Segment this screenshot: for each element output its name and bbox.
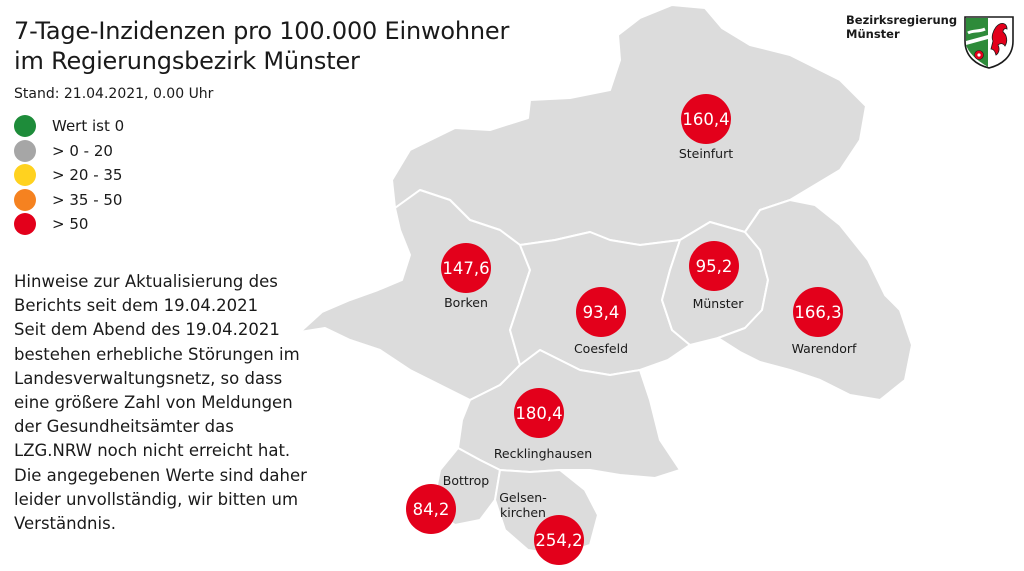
notice-line: LZG.NRW noch nicht erreicht hat. xyxy=(14,441,291,461)
notice-line: Verständnis. xyxy=(14,514,116,534)
district-label: Borken xyxy=(444,295,488,310)
marker-bottrop[interactable]: 84,2 Bottrop xyxy=(406,473,489,534)
legend-dot-green xyxy=(14,115,36,138)
district-value: 160,4 xyxy=(682,110,729,129)
value-circle xyxy=(793,287,843,337)
notice-line: Die angegebenen Werte sind daher xyxy=(14,465,307,485)
marker-warendorf[interactable]: 166,3 Warendorf xyxy=(792,287,857,356)
marker-muenster[interactable]: 95,2 Münster xyxy=(689,241,744,311)
legend-dot-yellow xyxy=(14,164,36,187)
district-label: Coesfeld xyxy=(574,341,628,356)
value-circle xyxy=(534,515,584,565)
value-circle xyxy=(689,241,739,291)
marker-gelsenkirchen[interactable]: 254,2 Gelsen- kirchen xyxy=(499,490,584,565)
legend-label: > 50 xyxy=(52,215,89,234)
notice-line: leider unvollständig, wir bitten um xyxy=(14,489,299,509)
district-label: Münster xyxy=(693,296,745,311)
district-label: Warendorf xyxy=(792,341,857,356)
notice-line: der Gesundheitsämter das xyxy=(14,417,234,437)
notice-line: eine größere Zahl von Meldungen xyxy=(14,393,293,413)
org-line-2: Münster xyxy=(846,27,900,41)
legend-item-20-35: > 20 - 35 xyxy=(14,163,124,188)
org-name: Bezirksregierung Münster xyxy=(846,13,957,41)
district-label: Bottrop xyxy=(443,473,490,488)
region-borken[interactable] xyxy=(299,189,531,401)
legend-item-0-20: > 0 - 20 xyxy=(14,139,124,164)
legend-item-50: > 50 xyxy=(14,212,124,237)
district-value: 93,4 xyxy=(583,303,620,322)
org-line-1: Bezirksregierung xyxy=(846,13,958,27)
district-value: 254,2 xyxy=(535,531,582,550)
legend-item-35-50: > 35 - 50 xyxy=(14,188,124,213)
legend-label: > 20 - 35 xyxy=(52,166,123,185)
district-label: Steinfurt xyxy=(679,146,733,161)
marker-steinfurt[interactable]: 160,4 Steinfurt xyxy=(679,94,733,161)
legend-label: Wert ist 0 xyxy=(52,117,125,136)
legend-dot-red xyxy=(14,213,36,236)
notice-line: Seit dem Abend des 19.04.2021 xyxy=(14,320,280,340)
update-notice: Hinweise zur Aktualisierung des Berichts… xyxy=(14,270,374,536)
marker-recklinghausen[interactable]: 180,4 Recklinghausen xyxy=(494,388,592,461)
date-stamp: Stand: 21.04.2021, 0.00 Uhr xyxy=(14,86,214,102)
legend-dot-grey xyxy=(14,139,36,162)
district-value: 84,2 xyxy=(413,500,450,519)
value-circle xyxy=(576,287,626,337)
district-value: 166,3 xyxy=(794,303,841,322)
marker-coesfeld[interactable]: 93,4 Coesfeld xyxy=(574,287,628,356)
district-value: 147,6 xyxy=(442,259,489,278)
value-circle xyxy=(681,94,731,144)
district-label: Gelsen- xyxy=(499,490,547,505)
notice-line: Berichts seit dem 19.04.2021 xyxy=(14,296,259,316)
page-title: 7-Tage-Inzidenzen pro 100.000 Einwohner … xyxy=(14,16,574,76)
value-circle xyxy=(514,388,564,438)
district-label-line-2: kirchen xyxy=(500,505,546,520)
title-line-2: im Regierungsbezirk Münster xyxy=(14,47,360,75)
value-circle xyxy=(441,243,491,293)
notice-line: Landesverwaltungsnetz, so dass xyxy=(14,368,283,388)
marker-borken[interactable]: 147,6 Borken xyxy=(441,243,491,310)
value-circle xyxy=(406,484,456,534)
district-value: 95,2 xyxy=(696,257,733,276)
nrw-crest-icon xyxy=(964,16,1014,69)
district-label: Recklinghausen xyxy=(494,446,592,461)
notice-line: Hinweise zur Aktualisierung des xyxy=(14,272,278,291)
legend-label: > 0 - 20 xyxy=(52,141,113,160)
notice-line: bestehen erhebliche Störungen im xyxy=(14,344,300,364)
legend-dot-orange xyxy=(14,188,36,211)
legend: Wert ist 0 > 0 - 20 > 20 - 35 > 35 - 50 … xyxy=(14,114,124,237)
legend-item-zero: Wert ist 0 xyxy=(14,114,124,139)
district-value: 180,4 xyxy=(515,404,562,423)
legend-label: > 35 - 50 xyxy=(52,190,123,209)
title-line-1: 7-Tage-Inzidenzen pro 100.000 Einwohner xyxy=(14,17,510,45)
